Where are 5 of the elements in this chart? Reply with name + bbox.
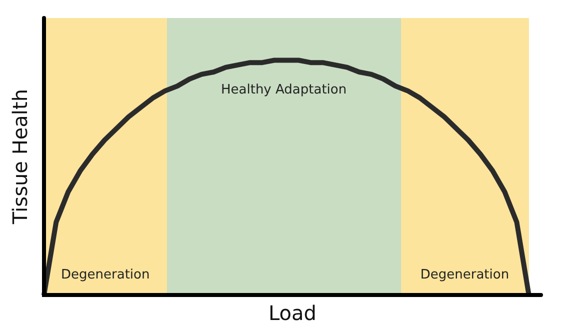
annotation: Degeneration bbox=[61, 267, 150, 282]
annotation: Degeneration bbox=[420, 267, 510, 282]
y-axis-title: Tissue Health bbox=[8, 88, 32, 226]
annotation: Healthy Adaptation bbox=[220, 82, 347, 98]
x-axis-title: Load bbox=[268, 301, 316, 326]
